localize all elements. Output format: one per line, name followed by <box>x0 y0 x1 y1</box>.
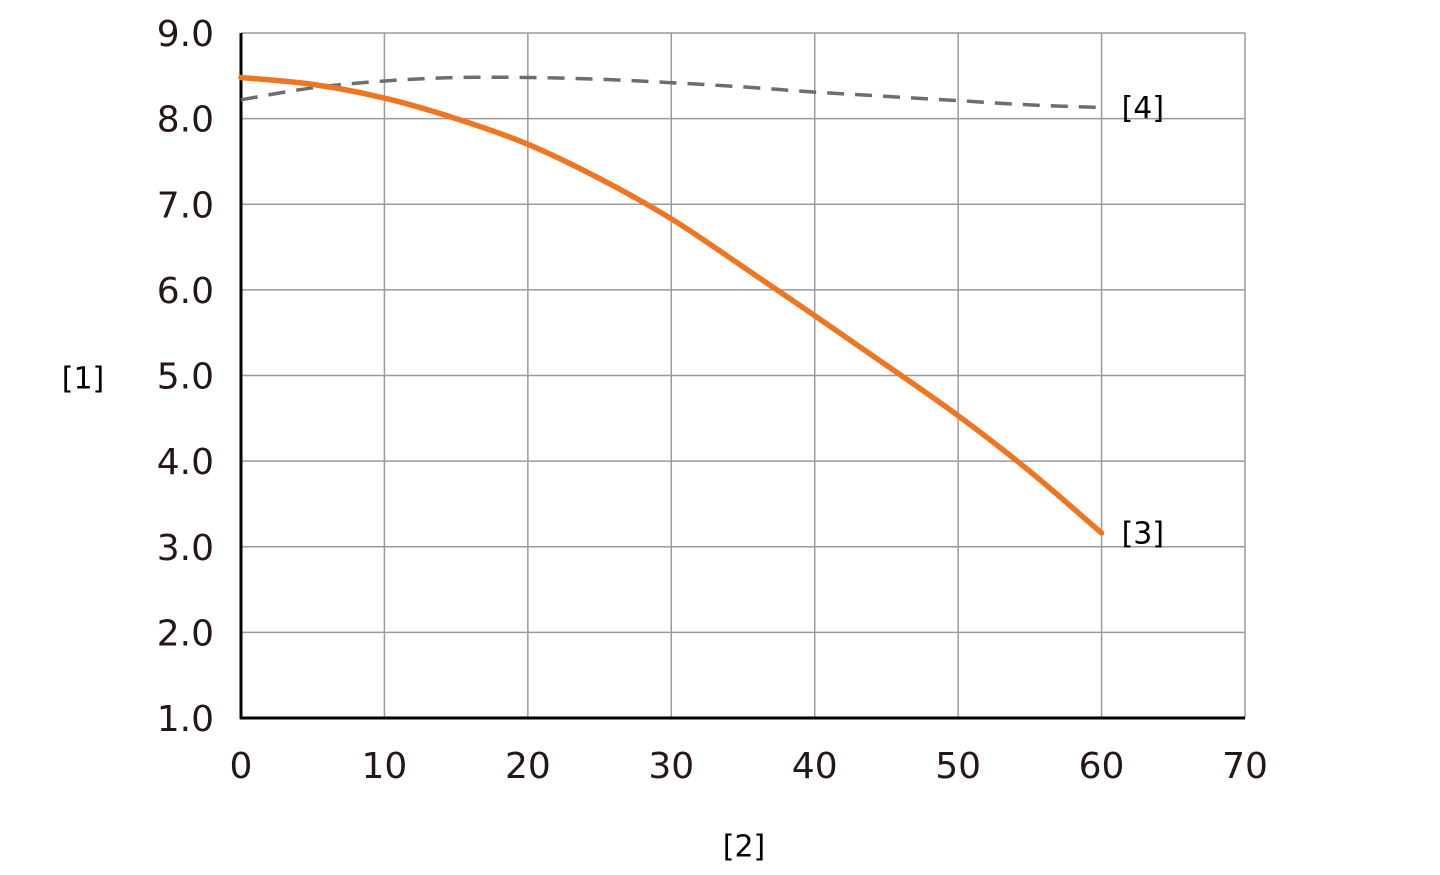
chart-grid <box>241 32 1246 718</box>
y-tick-label: 2.0 <box>157 613 214 654</box>
series-labels: [4] [3] <box>1122 91 1165 552</box>
x-tick-label: 50 <box>935 746 981 787</box>
y-tick-label: 8.0 <box>157 100 214 141</box>
tick-labels: 0 10 20 30 40 50 60 70 1.0 2.0 3.0 4.0 5.0 6.0 7.0 8.0 9… <box>157 14 1268 787</box>
series-end-label: [4] <box>1122 91 1165 126</box>
x-tick-label: 10 <box>362 746 408 787</box>
series-lines <box>238 74 1105 536</box>
y-tick-label: 1.0 <box>157 699 214 740</box>
x-tick-label: 20 <box>505 746 551 787</box>
y-tick-label: 6.0 <box>157 271 214 312</box>
x-axis-label: [2] <box>723 830 766 865</box>
y-tick-label: 7.0 <box>157 185 214 226</box>
y-tick-label: 9.0 <box>157 14 214 55</box>
y-axis-label: [1] <box>62 362 105 397</box>
series-line-solid <box>238 74 1105 536</box>
y-tick-label: 3.0 <box>157 528 214 569</box>
series-line-dashed <box>240 75 1102 110</box>
x-tick-label: 0 <box>230 746 253 787</box>
chart-axes <box>239 33 1245 720</box>
x-tick-label: 40 <box>792 746 838 787</box>
x-tick-label: 70 <box>1222 746 1268 787</box>
y-tick-label: 5.0 <box>157 357 214 398</box>
series-end-label: [3] <box>1122 517 1165 552</box>
y-tick-label: 4.0 <box>157 442 214 483</box>
x-tick-label: 60 <box>1079 746 1125 787</box>
x-tick-label: 30 <box>648 746 694 787</box>
